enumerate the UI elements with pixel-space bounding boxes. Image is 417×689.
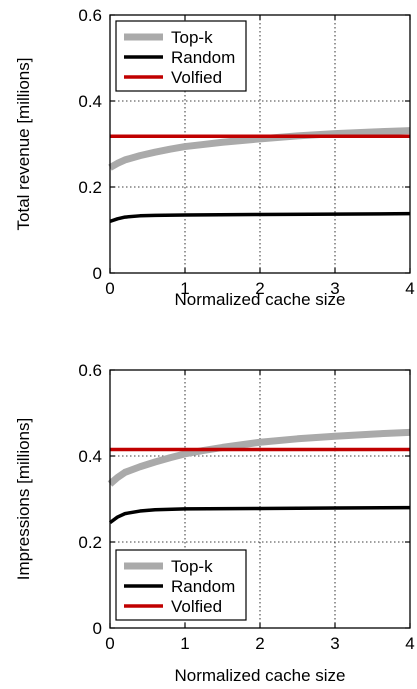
revenue-y-tick-label: 0.6 — [78, 6, 102, 25]
impressions-grid — [110, 370, 410, 628]
impressions-x-tick-label: 4 — [405, 634, 414, 653]
impressions-y-tick-label: 0.4 — [78, 447, 102, 466]
impressions-legend-label-random: Random — [171, 577, 235, 596]
revenue-x-tick-label: 3 — [330, 279, 339, 298]
revenue-series — [108, 127, 411, 224]
revenue-y-axis-label: Total revenue [millions] — [14, 58, 33, 231]
revenue-legend-label-topk: Top-k — [171, 28, 213, 47]
revenue-x-tick-label: 4 — [405, 279, 414, 298]
revenue-y-tick-label: 0.2 — [78, 178, 102, 197]
impressions-chart: 0 1 2 3 4 0 0.2 0.4 0.6 Normalized cache size Im… — [14, 361, 415, 685]
impressions-y-tick-label: 0.2 — [78, 533, 102, 552]
impressions-x-tick-label: 3 — [330, 634, 339, 653]
revenue-ticks: 0 1 2 3 4 0 0.2 0.4 0.6 — [78, 6, 414, 298]
revenue-x-tick-label: 1 — [180, 279, 189, 298]
revenue-series-line-topk — [108, 127, 411, 171]
impressions-legend: Top-k Random Volfied — [115, 549, 247, 621]
impressions-legend-label-topk: Top-k — [171, 557, 213, 576]
impressions-series-line-topk — [107, 428, 411, 487]
impressions-ticks: 0 1 2 3 4 0 0.2 0.4 0.6 — [78, 361, 414, 653]
revenue-x-axis-label: Normalized cache size — [174, 290, 345, 309]
revenue-y-tick-label: 0 — [93, 264, 102, 283]
impressions-series — [107, 428, 411, 525]
impressions-x-tick-label: 0 — [105, 634, 114, 653]
revenue-legend-label-random: Random — [171, 48, 235, 67]
impressions-x-tick-label: 1 — [180, 634, 189, 653]
impressions-x-tick-label: 2 — [255, 634, 264, 653]
impressions-legend-label-volfied: Volfied — [171, 597, 222, 616]
revenue-y-tick-label: 0.4 — [78, 92, 102, 111]
revenue-x-tick-label: 0 — [105, 279, 114, 298]
impressions-y-axis-label: Impressions [millions] — [14, 418, 33, 581]
revenue-x-tick-label: 2 — [255, 279, 264, 298]
impressions-series-line-random — [108, 505, 411, 525]
impressions-y-tick-label: 0.6 — [78, 361, 102, 380]
revenue-chart: 0 1 2 3 4 0 0.2 0.4 0.6 Normalized cache size To… — [14, 6, 415, 309]
revenue-legend-label-volfied: Volfied — [171, 68, 222, 87]
impressions-y-tick-label: 0 — [93, 619, 102, 638]
revenue-legend: Top-k Random Volfied — [115, 20, 247, 92]
revenue-series-line-random — [109, 211, 411, 224]
impressions-x-axis-label: Normalized cache size — [174, 666, 345, 685]
